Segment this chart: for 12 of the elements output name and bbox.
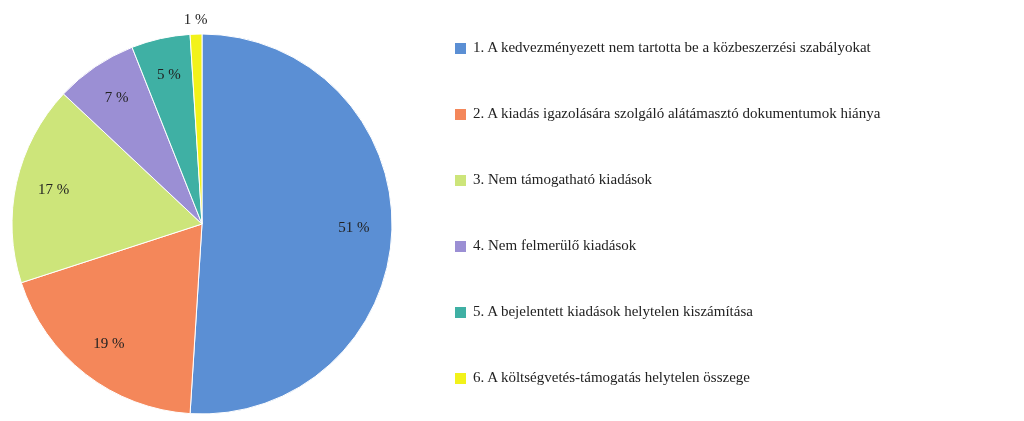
data-label: 51 %: [338, 219, 370, 236]
data-label: 1 %: [183, 10, 208, 27]
legend-label: 4. Nem felmerülő kiadások: [473, 237, 637, 254]
legend-label: 6. A költségvetés-támogatás helytelen összege: [473, 369, 751, 386]
legend-label: 2. A kiadás igazolására szolgáló alátámasztó dokumentumok hiánya: [473, 105, 881, 122]
legend-label: 1. A kedvezményezett nem tartotta be a közbeszerzési szabályokat: [473, 39, 872, 56]
data-label: 5 %: [156, 66, 181, 83]
legend-label: 3. Nem támogatható kiadások: [473, 171, 653, 188]
data-label: 7 %: [104, 88, 129, 105]
data-label: 17 %: [38, 181, 70, 198]
data-label: 19 %: [93, 334, 125, 351]
legend-label: 5. A bejelentett kiadások helytelen kiszámítása: [473, 303, 754, 320]
